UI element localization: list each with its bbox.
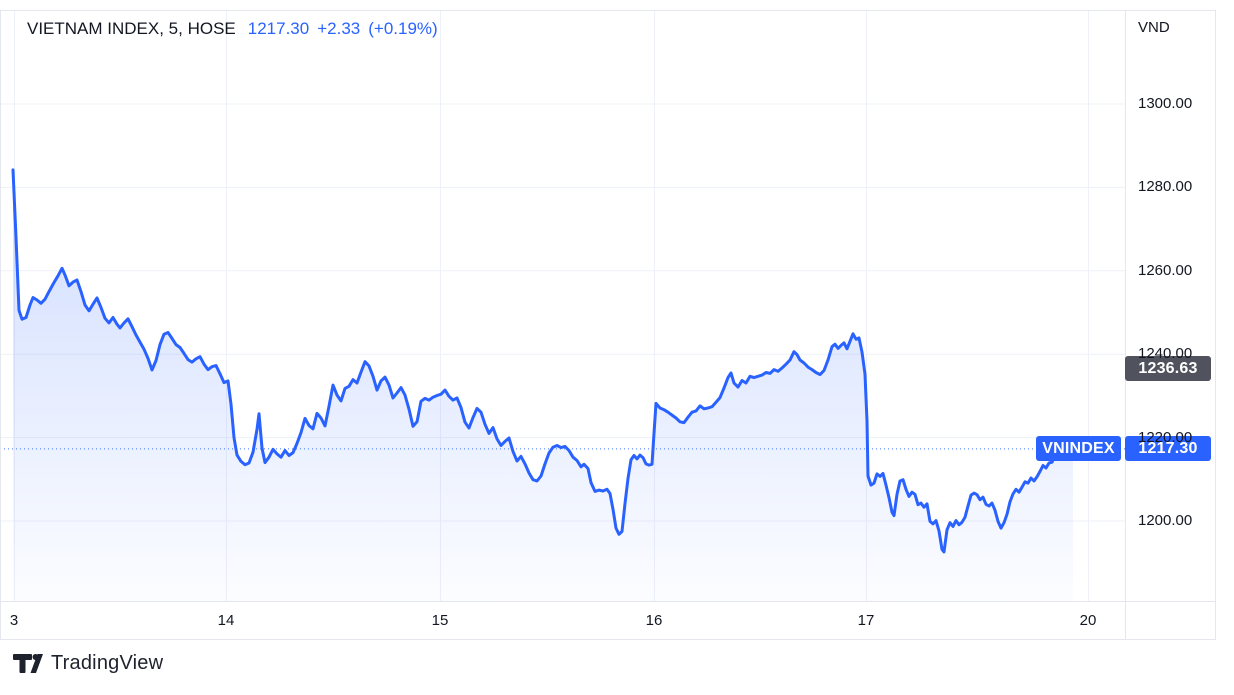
tradingview-logo-icon[interactable] [13, 654, 43, 673]
legend-values: 1217.30 +2.33 (+0.19%) [248, 18, 438, 40]
legend-symbol-title[interactable]: VIETNAM INDEX, 5, HOSE [27, 19, 236, 38]
footer-attribution: TradingView [13, 652, 163, 675]
price-axis[interactable]: VND 1236.63 1217.30 1300.00 1280.00 1260.0… [1125, 10, 1215, 601]
legend-change-percent: (+0.19%) [368, 19, 438, 38]
price-tick-label: 1200.00 [1138, 512, 1193, 529]
pane-border-bottom [0, 639, 1215, 640]
time-tick-label: 16 [645, 612, 663, 629]
time-tick-label: 17 [857, 612, 875, 629]
pane-border-top [0, 10, 1215, 11]
tradingview-brand-text[interactable]: TradingView [51, 652, 164, 674]
price-tick-label: 1220.00 [1138, 428, 1193, 446]
pane-border-left [0, 10, 1, 640]
price-chart-canvas[interactable] [0, 0, 1125, 601]
series-name-tag: VNINDEX [1036, 436, 1121, 462]
legend: VIETNAM INDEX, 5, HOSE 1217.30 +2.33 (+0… [27, 18, 438, 40]
price-tick-label: 1260.00 [1138, 261, 1193, 279]
time-tick-label: 3 [9, 612, 19, 629]
last-close-price-label: 1236.63 [1125, 355, 1211, 381]
price-line-series [11, 168, 1075, 554]
price-tick-label: 1280.00 [1138, 178, 1193, 196]
legend-last-price: 1217.30 [247, 19, 310, 38]
price-axis-separator [1125, 10, 1126, 640]
area-fill [13, 169, 1073, 601]
time-tick-label: 14 [217, 612, 235, 629]
price-axis-currency-label: VND [1138, 19, 1170, 36]
current-price-label: 1217.30 [1125, 436, 1211, 462]
price-tick-label: 1240.00 [1138, 345, 1193, 363]
price-tick-label: 1300.00 [1138, 95, 1193, 112]
time-tick-label: 20 [1079, 612, 1097, 629]
time-axis-separator [0, 601, 1215, 602]
legend-change: +2.33 [317, 19, 361, 38]
pane-border-right [1215, 10, 1216, 640]
time-axis[interactable]: 3 14 15 16 17 20 [0, 602, 1125, 639]
time-tick-label: 15 [431, 612, 449, 629]
